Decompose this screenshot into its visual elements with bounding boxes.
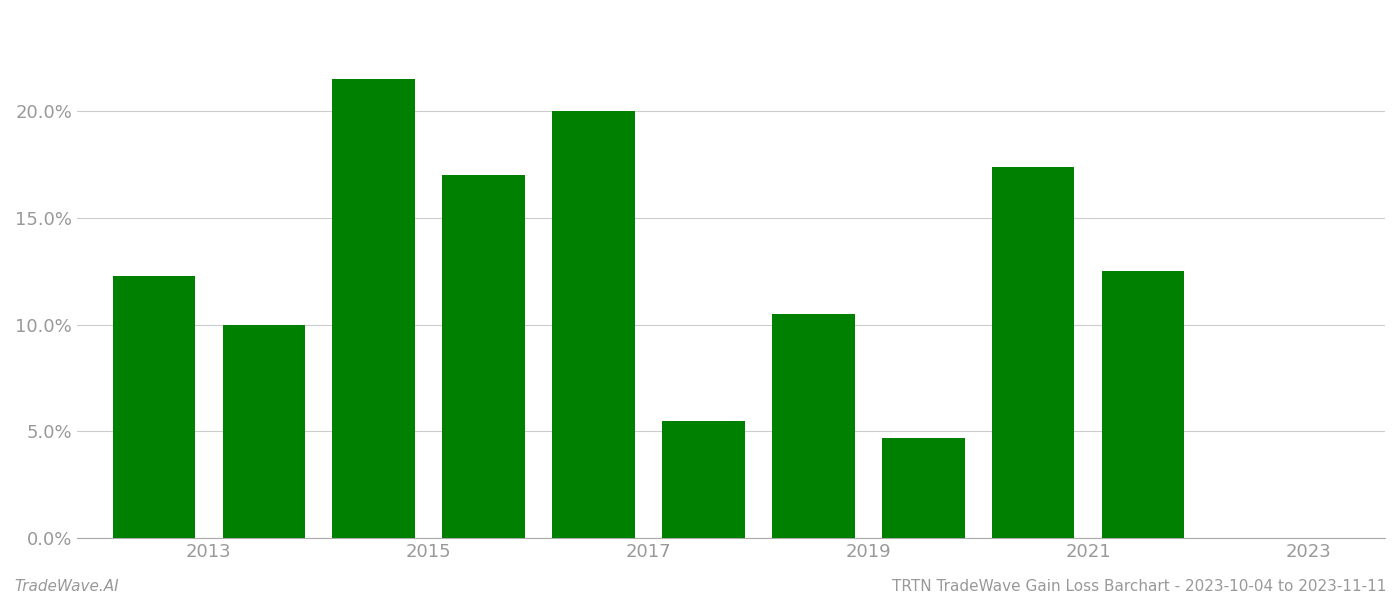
Text: TRTN TradeWave Gain Loss Barchart - 2023-10-04 to 2023-11-11: TRTN TradeWave Gain Loss Barchart - 2023…: [892, 579, 1386, 594]
Bar: [442, 175, 525, 538]
Bar: [993, 167, 1074, 538]
Bar: [223, 325, 305, 538]
Bar: [332, 79, 414, 538]
Bar: [773, 314, 854, 538]
Bar: [1102, 271, 1184, 538]
Bar: [552, 111, 634, 538]
Bar: [662, 421, 745, 538]
Text: TradeWave.AI: TradeWave.AI: [14, 579, 119, 594]
Bar: [112, 275, 195, 538]
Bar: [882, 438, 965, 538]
